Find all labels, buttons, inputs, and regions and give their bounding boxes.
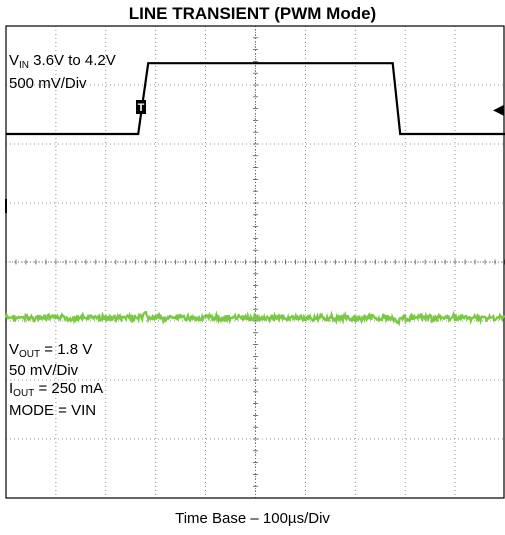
vin-scale-label: 500 mV/Div [9, 75, 87, 92]
plot-border [5, 25, 505, 499]
x-axis-label: Time Base – 100µs/Div [175, 510, 330, 527]
vin-trace [6, 62, 505, 136]
vout-trace [4, 310, 505, 327]
grid [5, 25, 505, 499]
chart-title: LINE TRANSIENT (PWM Mode) [128, 4, 377, 23]
vout-scale-label: 50 mV/Div [9, 362, 79, 379]
vin-label: VIN 3.6V to 4.2V [9, 52, 116, 71]
trigger-label: T [138, 102, 145, 114]
mode-label: MODE = VIN [9, 402, 97, 419]
trigger-marker: T [136, 100, 146, 114]
plot-frame [5, 25, 505, 499]
iout-label: IOUT = 250 mA [9, 380, 104, 399]
ground-marker: ◀ [493, 102, 504, 118]
channel-marker [5, 199, 7, 213]
vout-label: VOUT = 1.8 V [9, 341, 93, 360]
